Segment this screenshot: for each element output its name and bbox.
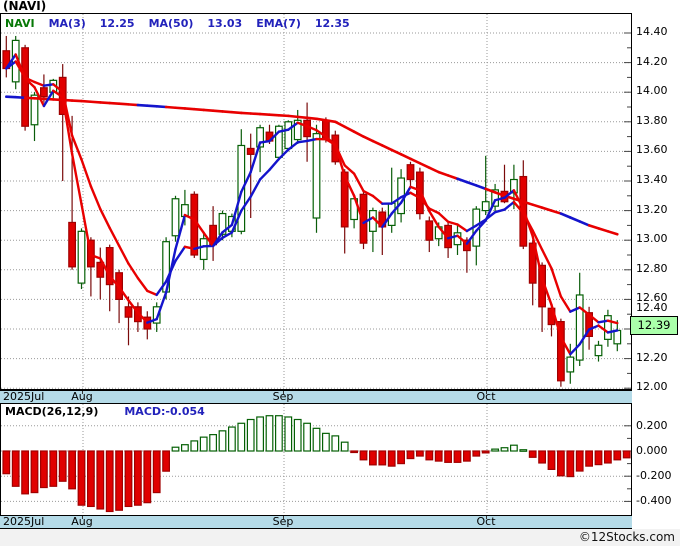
legend-ma-label: MA(3) xyxy=(48,17,86,30)
price-chart-canvas xyxy=(1,14,631,389)
price-axis-label: 13.20 xyxy=(636,202,668,216)
macd-params-label: MACD(26,12,9) xyxy=(5,405,99,418)
macd-legend: MACD(26,12,9) MACD:-0.054 xyxy=(5,405,205,418)
legend-ma-label: MA(50) xyxy=(148,17,194,30)
legend-ma-value: 13.03 xyxy=(207,17,243,30)
price-axis-label: 12.20 xyxy=(636,350,668,364)
macd-axis-label: -0.400 xyxy=(636,494,672,508)
price-axis-label: 14.40 xyxy=(636,25,668,38)
macd-canvas xyxy=(1,404,631,513)
legend-ma-value: 12.25 xyxy=(99,17,135,30)
month-label: Aug xyxy=(71,515,93,528)
month-label: 2025Jul xyxy=(3,390,45,403)
price-axis-label: 13.60 xyxy=(636,143,668,157)
footer-bar: ©12Stocks.com xyxy=(0,529,680,546)
macd-axis-label: -0.200 xyxy=(636,469,672,483)
month-axis-top: 2025Jul Aug Sep Oct xyxy=(0,390,632,404)
price-axis-label: 14.20 xyxy=(636,54,668,68)
legend-ma-label: EMA(7) xyxy=(256,17,301,30)
month-label: Sep xyxy=(272,390,294,403)
price-axis-label: 13.00 xyxy=(636,232,668,246)
month-label: Oct xyxy=(476,390,496,403)
macd-value-label: MACD:-0.054 xyxy=(124,405,205,418)
legend-ma-value: 12.35 xyxy=(314,17,350,30)
price-axis-label: 12.00 xyxy=(636,380,668,394)
price-axis: 12.39 14.40 14.20 14.00 13.80 13.60 13.40 13.2… xyxy=(630,0,680,546)
month-axis-bottom: 2025Jul Aug Sep Oct xyxy=(0,515,632,529)
macd-axis-label: 0.000 xyxy=(636,444,668,457)
macd-panel: MACD(26,12,9) MACD:-0.054 xyxy=(0,404,632,515)
month-tick xyxy=(82,516,83,519)
month-tick xyxy=(82,391,83,394)
price-chart-panel: NAVI MA(3) 12.25 MA(50) 13.03 EMA(7) 12.35 xyxy=(0,13,632,390)
legend-items: MA(3) 12.25 MA(50) 13.03 EMA(7) 12.35 xyxy=(49,17,364,30)
page-title: (NAVI) xyxy=(3,0,47,13)
price-axis-label: 12.60 xyxy=(636,291,668,305)
watermark-link[interactable]: ©12Stocks.com xyxy=(578,530,675,544)
last-price-badge: 12.39 xyxy=(630,316,678,335)
price-axis-label: 13.80 xyxy=(636,113,668,127)
month-label: Aug xyxy=(71,390,93,403)
month-label: Sep xyxy=(272,515,294,528)
month-tick xyxy=(283,516,284,519)
month-tick xyxy=(486,516,487,519)
symbol-label: NAVI xyxy=(5,17,35,30)
price-axis-label: 12.40 xyxy=(636,301,668,314)
month-tick xyxy=(486,391,487,394)
month-tick xyxy=(283,391,284,394)
price-axis-label: 14.00 xyxy=(636,84,668,98)
price-axis-label: 13.40 xyxy=(636,173,668,186)
price-axis-label: 12.80 xyxy=(636,261,668,275)
macd-axis-label: 0.200 xyxy=(636,418,668,432)
month-label: 2025Jul xyxy=(3,515,45,528)
month-label: Oct xyxy=(476,515,496,528)
chart-legend: NAVI MA(3) 12.25 MA(50) 13.03 EMA(7) 12.35 xyxy=(5,17,364,30)
